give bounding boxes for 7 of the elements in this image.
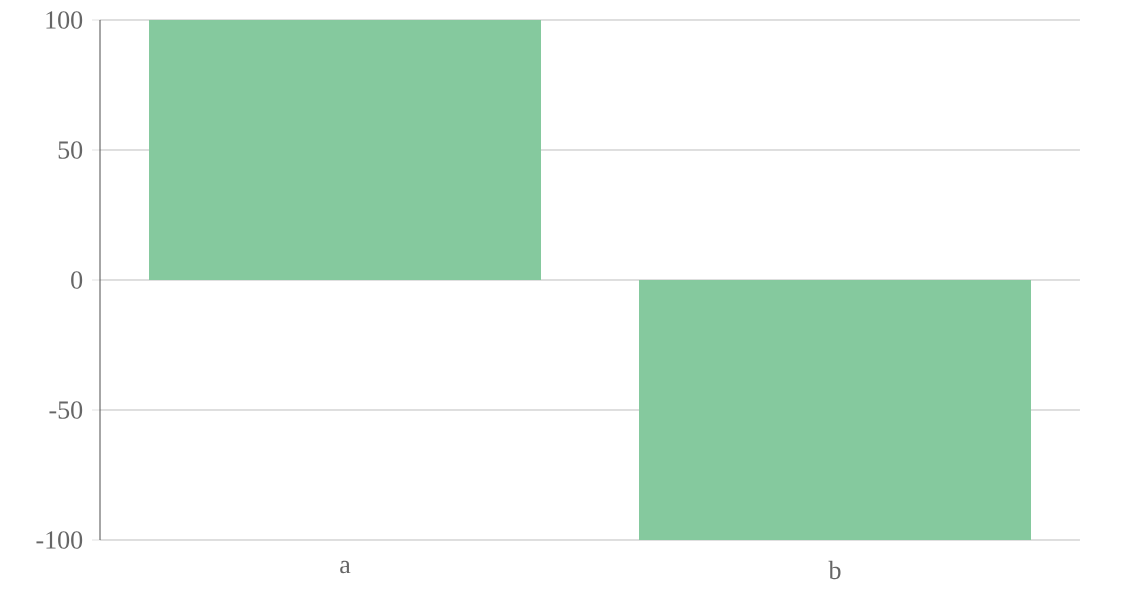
y-tick-label: 0 <box>71 271 83 289</box>
x-tick-label: a <box>340 560 351 574</box>
y-tick-label: -50 <box>49 401 83 419</box>
y-tick-label: 100 <box>46 11 83 29</box>
x-tick-label: b <box>828 560 841 580</box>
y-tick-label: -100 <box>36 531 83 549</box>
y-tick-label: 50 <box>58 141 83 159</box>
